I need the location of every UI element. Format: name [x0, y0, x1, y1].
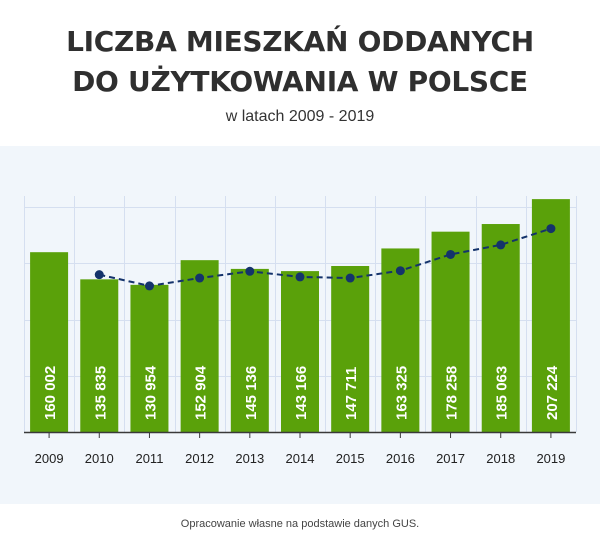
trend-point: [94, 270, 104, 280]
trend-point: [195, 273, 205, 283]
trend-point: [345, 273, 355, 283]
x-tick-label: 2010: [85, 451, 114, 466]
bar-value-label: 143 166: [293, 366, 310, 420]
bars: 160 002 135 835 130 954 152 904 145 136 143 1…: [30, 199, 570, 432]
bar-value-label: 147 711: [343, 367, 360, 420]
trend-point: [395, 266, 405, 276]
source-note: Opracowanie własne na podstawie danych G…: [180, 518, 420, 530]
bar-2010: [80, 279, 119, 432]
x-tick-label: 2014: [286, 451, 315, 466]
bar-2012: [180, 260, 219, 432]
bar-value-label: 130 954: [142, 365, 159, 420]
x-tick-label: 2017: [436, 451, 465, 466]
trend-point: [546, 224, 556, 234]
x-tick-label: 2011: [135, 451, 163, 466]
trend-point: [144, 281, 154, 291]
bar-2013: [230, 268, 269, 432]
bar-2017: [431, 231, 470, 432]
x-tick-label: 2012: [185, 451, 214, 466]
bar-2009: [30, 252, 69, 432]
title-line-2: DO UŻYTKOWANIA W POLSCE: [72, 65, 528, 98]
bar-2019: [531, 199, 570, 432]
bar-value-label: 160 002: [42, 366, 59, 420]
title-line-1: LICZBA MIESZKAŃ ODDANYCH: [66, 25, 534, 58]
trend-line: [94, 224, 556, 291]
trend-point: [245, 266, 255, 276]
bar-2018: [481, 224, 520, 432]
bar-2016: [381, 248, 420, 432]
x-tick-label: 2009: [35, 451, 64, 466]
x-tick-label: 2019: [536, 451, 565, 466]
bar-2015: [331, 266, 370, 432]
bar-value-label: 185 063: [494, 366, 511, 420]
x-tick-label: 2013: [235, 451, 264, 466]
bar-value-label: 178 258: [444, 366, 461, 420]
trend-line-path: [99, 227, 552, 287]
bar-2011: [130, 284, 169, 432]
x-tick-label: 2018: [486, 451, 515, 466]
x-tick-label: 2015: [336, 451, 365, 466]
bar-value-label: 135 835: [92, 366, 109, 420]
chart-subtitle: w latach 2009 - 2019: [225, 108, 375, 125]
trend-point: [295, 272, 305, 282]
x-tick-label: 2016: [386, 451, 415, 466]
bar-value-label: 163 325: [393, 366, 410, 420]
bar-value-label: 152 904: [193, 365, 210, 420]
bar-2014: [281, 271, 319, 432]
x-axis: 2009 2010 2011 2012 2013 2014 2015 2016 2017 2018…: [24, 431, 576, 466]
bar-value-label: 207 224: [544, 365, 561, 420]
trend-point: [496, 240, 506, 250]
bar-value-label: 145 136: [243, 366, 260, 420]
chart-title: LICZBA MIESZKAŃ ODDANYCH DO UŻYTKOWANIA …: [0, 22, 600, 102]
trend-point: [446, 249, 456, 259]
